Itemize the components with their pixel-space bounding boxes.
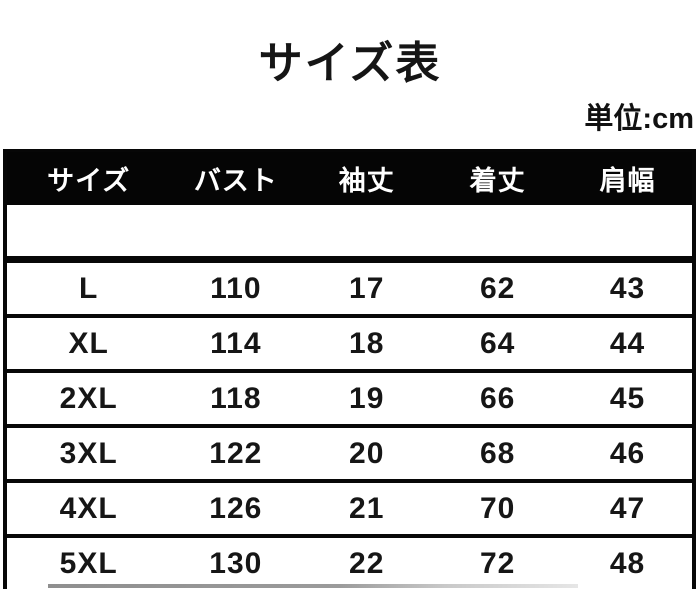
empty-cell	[301, 205, 433, 263]
cell-sleeve: 17	[301, 259, 433, 318]
cell-shoulder: 45	[563, 371, 694, 428]
table-header-row: サイズ バスト 袖丈 着丈 肩幅	[5, 150, 694, 205]
column-header-bust: バスト	[170, 150, 302, 205]
cell-length: 68	[432, 426, 564, 483]
empty-cell	[5, 205, 171, 263]
empty-cell	[432, 205, 564, 263]
empty-cell	[563, 205, 694, 263]
cell-length: 64	[432, 316, 564, 373]
bottom-crop-line	[48, 584, 578, 588]
column-header-shoulder-width: 肩幅	[563, 150, 694, 205]
size-table: サイズ バスト 袖丈 着丈 肩幅 L 110 17 62 43	[3, 149, 696, 589]
cell-length: 66	[432, 371, 564, 428]
cell-bust: 110	[170, 259, 302, 318]
table-row: 3XL 122 20 68 46	[5, 426, 694, 483]
column-header-size: サイズ	[5, 150, 171, 205]
cell-sleeve: 21	[301, 481, 433, 538]
cell-bust: 122	[170, 426, 302, 483]
cell-sleeve: 19	[301, 371, 433, 428]
cell-size: L	[5, 259, 171, 318]
unit-label: 単位:cm	[584, 103, 694, 135]
table-row: 4XL 126 21 70 47	[5, 481, 694, 538]
cell-shoulder: 43	[563, 259, 694, 318]
cell-sleeve: 22	[349, 546, 385, 580]
cell-bust: 126	[170, 481, 302, 538]
cell-shoulder: 47	[563, 481, 694, 538]
cell-bust: 118	[170, 371, 302, 428]
cell-sleeve: 20	[301, 426, 433, 483]
cell-size: 3XL	[5, 426, 171, 483]
cell-size: XL	[5, 316, 171, 373]
table-row: L 110 17 62 43	[5, 259, 694, 318]
cell-shoulder: 46	[563, 426, 694, 483]
table-row-empty	[5, 205, 694, 263]
column-header-sleeve-length: 袖丈	[301, 150, 433, 205]
cell-length: 70	[432, 481, 564, 538]
cell-shoulder: 48	[609, 546, 646, 580]
table-row: 5XL 130 22 72 48	[5, 536, 694, 589]
cell-size: 5XL	[59, 546, 118, 580]
cell-bust: 130	[209, 546, 263, 580]
empty-cell	[170, 205, 302, 263]
column-header-body-length: 着丈	[432, 150, 564, 205]
cell-shoulder: 44	[563, 316, 694, 373]
cell-bust: 114	[170, 316, 302, 373]
cell-size: 2XL	[5, 371, 171, 428]
cell-size: 4XL	[5, 481, 171, 538]
cell-length: 72	[479, 546, 516, 580]
cell-length: 62	[432, 259, 564, 318]
table-row: XL 114 18 64 44	[5, 316, 694, 373]
page-title: サイズ表	[258, 39, 442, 88]
cell-sleeve: 18	[301, 316, 433, 373]
table-row: 2XL 118 19 66 45	[5, 371, 694, 428]
